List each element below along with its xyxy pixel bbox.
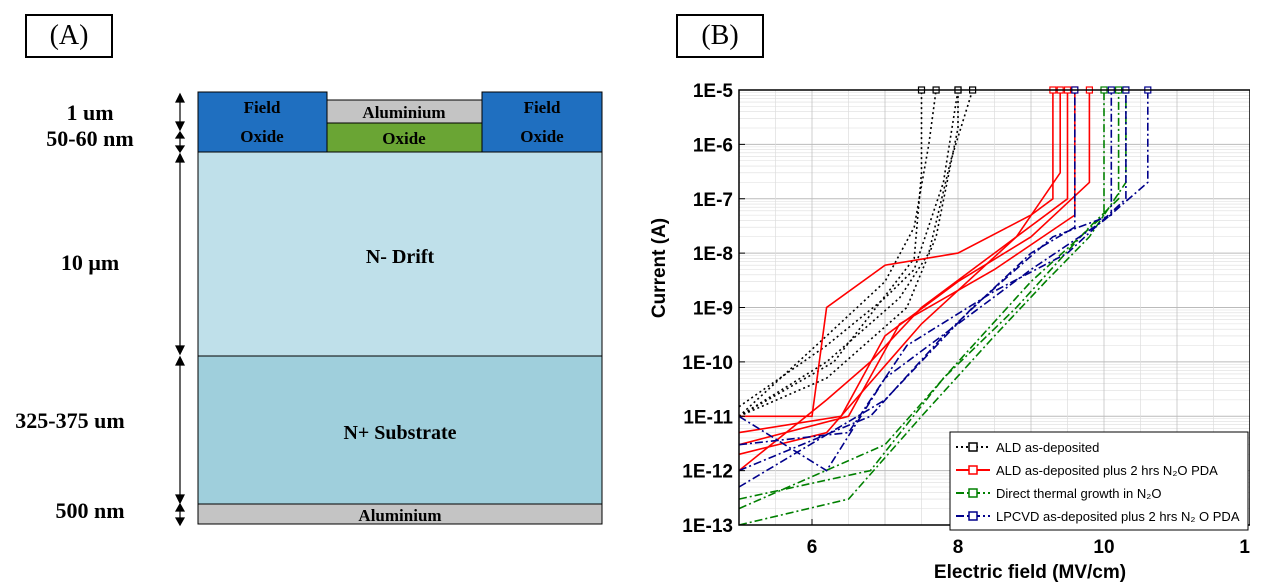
dimension-arrows: [174, 92, 186, 527]
panel-b-label: (B): [676, 14, 764, 58]
series-curve: [738, 90, 1149, 472]
x-axis-label: Electric field (MV/cm): [934, 562, 1126, 583]
legend-box: [949, 431, 1249, 531]
y-tick-label: 1E-13: [682, 516, 733, 537]
field-oxide-right-line2: Oxide: [520, 127, 564, 146]
legend-marker: [968, 488, 978, 498]
field-oxide-left-line2: Oxide: [240, 127, 284, 146]
series-curve: [738, 90, 1076, 446]
legend-marker: [968, 511, 978, 521]
thickness-label-back-contact: 500 nm: [55, 498, 124, 523]
series-curve: [738, 89, 959, 408]
chart-legend: ALD as-deposited ALD as-deposited plus 2 …: [949, 431, 1249, 531]
y-tick-label: 1E-10: [682, 353, 733, 374]
n-substrate-label: N+ Substrate: [343, 422, 456, 444]
back-aluminium-layer: [197, 503, 603, 525]
y-tick-label: 1E-5: [693, 81, 734, 102]
legend-entry-text: ALD as-deposited: [996, 440, 1099, 455]
series-curve: [739, 90, 1054, 418]
series-curve: [738, 90, 1120, 500]
device-cross-section-diagram: 1 um 50-60 nm 10 μm 325-375 um 500 nm Fi…: [15, 91, 603, 527]
series-curve: [738, 90, 1127, 526]
series-curve: [738, 90, 923, 417]
legend-entry-text: Direct thermal growth in N₂O: [996, 486, 1161, 501]
field-oxide-left: [197, 91, 328, 153]
thickness-label-top-oxide: 1 um: [66, 100, 113, 125]
series-curve: [738, 90, 1105, 510]
field-oxide-right: [481, 91, 603, 153]
n-drift-label: N- Drift: [366, 246, 435, 268]
x-tick-label: 12: [1239, 537, 1250, 558]
y-tick-label: 1E-9: [693, 299, 733, 320]
thickness-label-substrate: 325-375 um: [15, 408, 124, 433]
y-tick-label: 1E-12: [682, 462, 733, 483]
y-tick-label: 1E-7: [693, 190, 733, 211]
thickness-label-gate-oxide: 50-60 nm: [46, 126, 133, 151]
chart-ticks: 1E-5 1E-6 1E-7 1E-8 1E-9 1E-10 1E-11 1E-12 1E-13…: [682, 81, 1250, 558]
y-tick-label: 1E-6: [693, 135, 733, 156]
n-substrate-layer: [197, 355, 603, 505]
y-tick-label: 1E-11: [683, 407, 733, 428]
series-curve: [738, 89, 974, 417]
legend-entry-text: LPCVD as-deposited plus 2 hrs N₂ O PDA: [996, 509, 1240, 524]
legend-entry-text: ALD as-deposited plus 2 hrs N₂O PDA: [996, 463, 1218, 478]
legend-marker: [968, 465, 978, 475]
series-curve: [738, 90, 1069, 472]
back-aluminium-label: Aluminium: [358, 506, 441, 525]
thickness-label-drift: 10 μm: [61, 250, 119, 275]
gate-oxide-label: Oxide: [382, 129, 426, 148]
field-oxide-left-line1: Field: [244, 98, 281, 117]
legend-marker: [968, 442, 978, 452]
y-tick-label: 1E-8: [693, 244, 733, 265]
y-axis-label: Current (A): [650, 218, 670, 318]
panel-a-label: (A): [25, 14, 113, 58]
n-drift-layer: [197, 151, 603, 357]
breakdown-iv-chart: 1E-5 1E-6 1E-7 1E-8 1E-9 1E-10 1E-11 1E-12 1E-13…: [650, 81, 1250, 583]
x-tick-label: 6: [807, 537, 818, 558]
series-curve: [738, 90, 959, 418]
series-curve: [738, 90, 1113, 488]
gate-aluminium-label: Aluminium: [362, 103, 445, 122]
series-curve: [738, 90, 1061, 456]
x-tick-label: 8: [953, 537, 964, 558]
field-oxide-right-line1: Field: [524, 98, 561, 117]
x-tick-label: 10: [1093, 537, 1114, 558]
series-curve: [738, 90, 1127, 446]
